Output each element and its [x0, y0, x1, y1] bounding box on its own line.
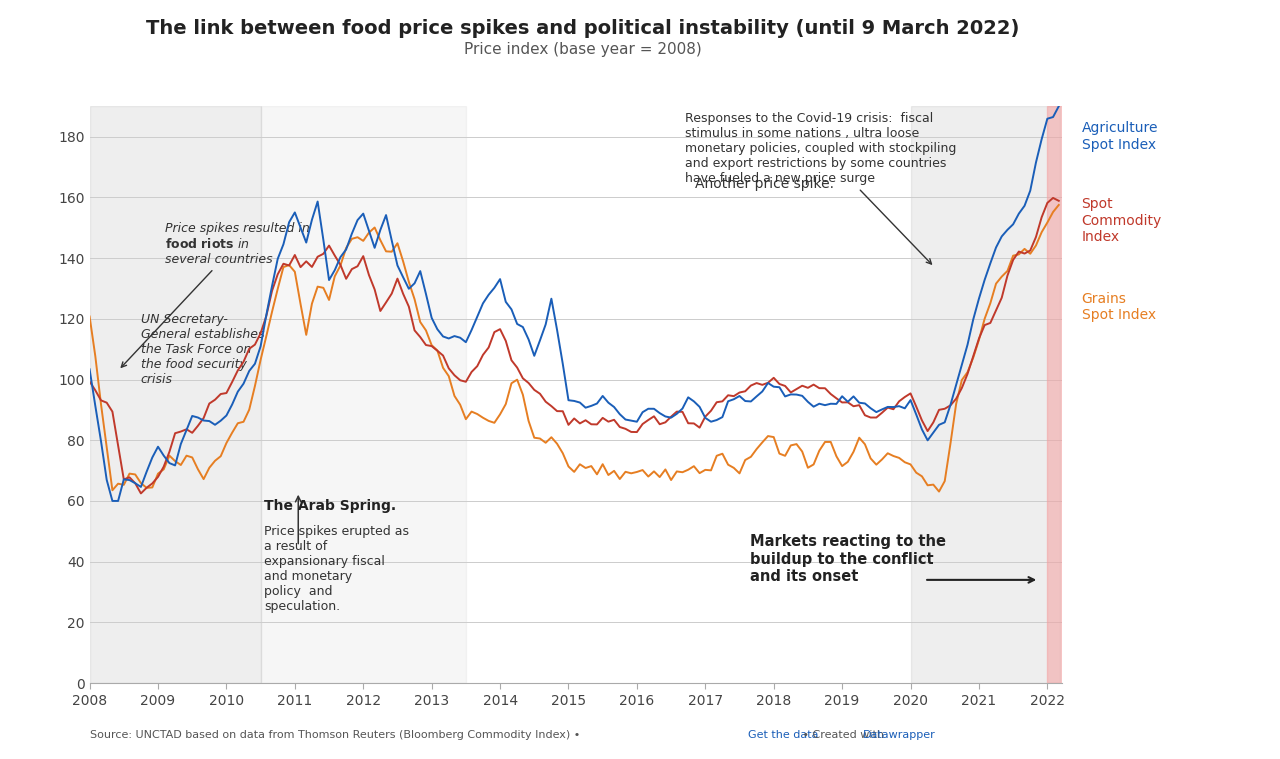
Text: Spot
Commodity
Index: Spot Commodity Index — [1082, 197, 1162, 244]
Text: Responses to the Covid-19 crisis:  fiscal
stimulus in some nations , ultra loose: Responses to the Covid-19 crisis: fiscal… — [685, 112, 956, 264]
Text: The Arab Spring.: The Arab Spring. — [264, 499, 397, 513]
Text: Price index (base year = 2008): Price index (base year = 2008) — [463, 42, 701, 57]
Text: Another price spike.: Another price spike. — [695, 178, 835, 191]
Text: Agriculture
Spot Index: Agriculture Spot Index — [1082, 121, 1158, 152]
Text: Datawrapper: Datawrapper — [863, 730, 936, 740]
Text: UN Secretary-
General establishes
the Task Force on
the food security
crisis: UN Secretary- General establishes the Ta… — [141, 313, 265, 386]
Bar — [1047, 106, 1062, 683]
Text: Source: UNCTAD based on data from Thomson Reuters (Bloomberg Commodity Index) •: Source: UNCTAD based on data from Thomso… — [90, 730, 584, 740]
Text: Markets reacting to the
buildup to the conflict
and its onset: Markets reacting to the buildup to the c… — [750, 534, 946, 584]
Text: The link between food price spikes and political instability (until 9 March 2022: The link between food price spikes and p… — [146, 19, 1019, 38]
Bar — [910, 106, 1060, 683]
Text: • Created with: • Created with — [799, 730, 887, 740]
Text: Get the data: Get the data — [748, 730, 818, 740]
Bar — [261, 106, 466, 683]
Text: Grains
Spot Index: Grains Spot Index — [1082, 292, 1156, 323]
Text: Price spikes erupted as
a result of
expansionary fiscal
and monetary
policy  and: Price spikes erupted as a result of expa… — [264, 525, 410, 613]
Text: Price spikes resulted in
$\it{\bf{food\ riots}}$ in
several countries: Price spikes resulted in $\it{\bf{food\ … — [122, 222, 310, 367]
Bar — [90, 106, 261, 683]
